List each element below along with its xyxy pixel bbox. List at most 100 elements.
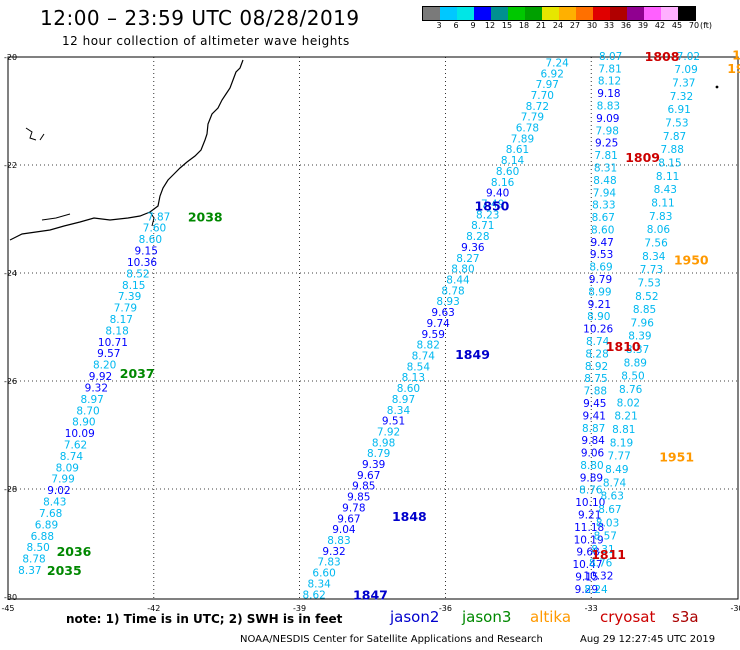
pass-time-label: 194 — [732, 47, 740, 62]
wave-height-value: 8.20 — [93, 360, 116, 372]
legend-swatch — [559, 7, 576, 20]
wave-height-value: 8.18 — [105, 325, 128, 337]
altimeter-tracks: 7.877.608.609.1510.368.528.157.397.798.1… — [18, 51, 700, 601]
wave-height-value: 8.31 — [594, 162, 617, 174]
wave-height-value: 7.02 — [677, 51, 700, 63]
wave-height-value: 7.81 — [594, 150, 617, 162]
pass-time-label: 1951 — [659, 450, 694, 465]
pass-time-label: 1849 — [455, 347, 490, 362]
wave-height-value: 9.45 — [583, 398, 606, 410]
wave-height-value: 7.83 — [649, 211, 672, 223]
legend-swatch — [491, 7, 508, 20]
wave-height-value: 7.99 — [51, 474, 74, 486]
wave-height-value: 8.14 — [501, 155, 525, 167]
map-frame — [7, 56, 739, 600]
wave-height-value: 8.37 — [626, 344, 649, 356]
legend-tick-label: 36 — [620, 21, 632, 30]
wave-height-value: 8.31 — [591, 544, 614, 556]
wave-height-value: 9.47 — [590, 237, 613, 249]
wave-height-value: 8.61 — [506, 144, 529, 156]
wave-height-value: 8.92 — [585, 361, 608, 373]
wave-height-value: 8.50 — [621, 371, 644, 383]
lon-tick-label: -42 — [147, 604, 160, 613]
legend-tick-label: 21 — [535, 21, 547, 30]
wave-height-value: 8.07 — [599, 51, 622, 63]
wave-height-value: 9.25 — [595, 138, 618, 150]
wave-height-value: 8.60 — [496, 166, 519, 178]
legend-swatch — [542, 7, 559, 20]
legend-tick-label: 27 — [569, 21, 581, 30]
wave-height-value: 8.83 — [597, 100, 620, 112]
wave-height-value: 6.60 — [312, 568, 335, 580]
legend-swatch — [576, 7, 593, 20]
legend-tick-label: 30 — [586, 21, 598, 30]
wave-height-value: 8.16 — [491, 177, 515, 189]
coastline-island — [25, 127, 45, 141]
wave-height-value: 9.59 — [422, 329, 445, 341]
wave-height-value: 8.76 — [589, 557, 613, 569]
wave-height-value: 7.81 — [598, 63, 621, 75]
legend-swatch — [627, 7, 644, 20]
lon-tick-label: -36 — [439, 604, 452, 613]
lon-tick-label: -39 — [293, 604, 306, 613]
note-text: note: 1) Time is in UTC; 2) SWH is in fe… — [66, 612, 343, 626]
wave-height-value: 8.80 — [580, 460, 603, 472]
wave-height-value: 6.91 — [667, 104, 690, 116]
wave-height-value: 9.21 — [578, 510, 601, 522]
jason3-track: 7.877.608.609.1510.368.528.157.397.798.1… — [18, 211, 170, 577]
wave-height-value: 8.79 — [367, 448, 390, 460]
wave-height-value: 8.87 — [582, 423, 605, 435]
cryosat-track: 8.077.818.129.188.839.097.989.257.818.31… — [572, 51, 622, 596]
color-scale-legend — [422, 6, 696, 21]
wave-height-value: 7.79 — [114, 303, 137, 315]
wave-height-value: 10.71 — [98, 337, 128, 349]
wave-height-value: 9.85 — [347, 492, 370, 504]
altika-track: 7.027.097.377.326.917.537.877.888.158.11… — [583, 51, 700, 596]
legend-altika: altika — [530, 608, 572, 626]
wave-height-value: 8.23 — [476, 209, 499, 221]
wave-height-value: 8.97 — [80, 394, 103, 406]
wave-height-value: 7.79 — [521, 112, 544, 124]
wave-height-value: 8.43 — [654, 184, 677, 196]
wave-height-value: 8.02 — [617, 397, 640, 409]
lon-tick-label: -33 — [585, 604, 598, 613]
pass-time-label: 2035 — [47, 563, 82, 578]
wave-height-value: 7.24 — [545, 57, 569, 69]
wave-height-value: 7.70 — [531, 90, 554, 102]
wave-height-value: 9.02 — [47, 485, 70, 497]
wave-height-value: 8.13 — [402, 372, 425, 384]
legend-swatch — [440, 7, 457, 20]
wave-height-value: 8.27 — [456, 253, 479, 265]
wave-height-value: 9.36 — [461, 242, 485, 254]
legend-tick-label: 6 — [453, 21, 459, 30]
legend-tick-label: 42 — [654, 21, 666, 30]
wave-height-value: 11.18 — [574, 522, 604, 534]
pass-time-label: 2036 — [57, 544, 92, 559]
wave-height-value: 8.37 — [18, 565, 41, 577]
wave-height-value: 8.54 — [407, 361, 431, 373]
wave-height-value: 9.32 — [322, 546, 345, 558]
wave-height-value: 9.57 — [97, 348, 120, 360]
legend-tick-label: 9 — [470, 21, 476, 30]
wave-height-value: 8.19 — [610, 437, 633, 449]
wave-height-value: 8.48 — [593, 175, 616, 187]
coastline — [9, 59, 244, 241]
wave-height-value: 7.97 — [536, 79, 559, 91]
wave-height-value: 8.90 — [72, 417, 95, 429]
wave-height-value: 7.37 — [672, 78, 695, 90]
wave-height-value: 9.04 — [332, 524, 356, 536]
wave-height-value: 6.89 — [35, 519, 58, 531]
wave-height-value: 7.68 — [39, 508, 62, 520]
legend-tick-label: 18 — [518, 21, 530, 30]
lat-tick-label: -26 — [4, 377, 17, 386]
wave-height-value: 7.87 — [147, 211, 170, 223]
pass-time-label: 2038 — [188, 209, 223, 224]
wave-height-value: 7.89 — [511, 133, 534, 145]
lat-lon-grid: -45 -42 -39 -36 -33 -30 -20 -22 -24 -26 -28 -30 — [1, 53, 740, 613]
wave-height-value: 8.15 — [122, 280, 145, 292]
wave-height-value: 10.09 — [65, 428, 95, 440]
pass-time-label: 1809 — [625, 150, 660, 165]
wave-height-value: 8.15 — [658, 158, 681, 170]
wave-height-value: 7.92 — [377, 426, 400, 438]
